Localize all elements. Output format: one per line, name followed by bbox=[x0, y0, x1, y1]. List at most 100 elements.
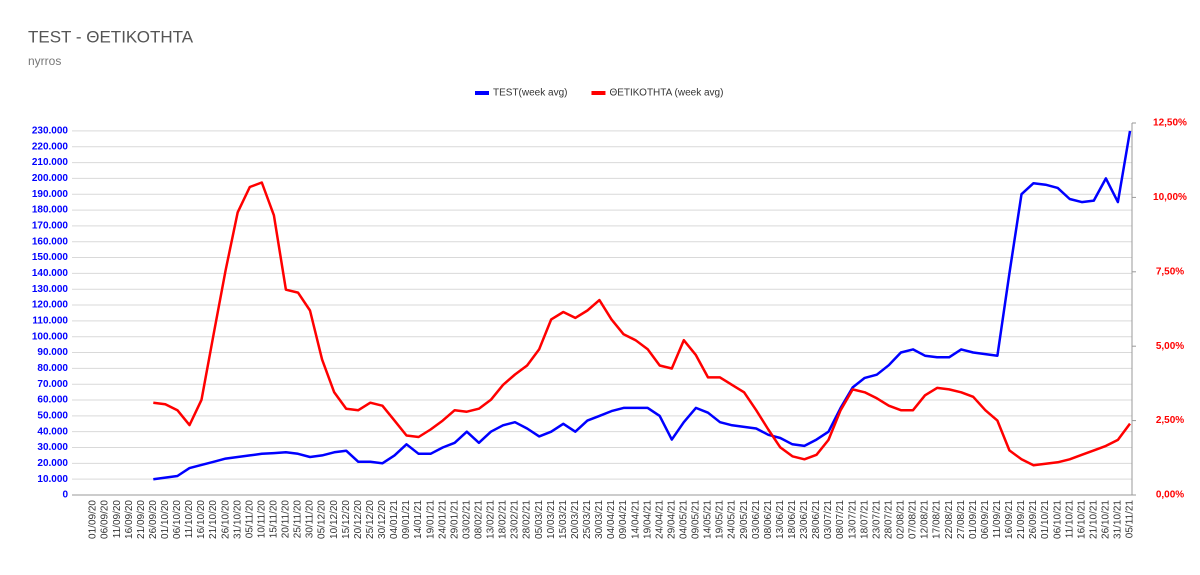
y-tick-label: 160.000 bbox=[32, 236, 69, 247]
x-tick-label: 19/01/21 bbox=[425, 500, 436, 539]
x-tick-label: 21/09/20 bbox=[136, 500, 147, 539]
y-tick-label: 180.000 bbox=[32, 205, 69, 216]
x-tick-label: 31/10/20 bbox=[232, 500, 243, 539]
y2-tick-label: 0,00% bbox=[1156, 490, 1184, 501]
x-tick-label: 28/02/21 bbox=[522, 500, 533, 539]
y2-tick-label: 5,00% bbox=[1156, 341, 1184, 352]
x-tick-label: 14/04/21 bbox=[630, 500, 641, 539]
x-tick-label: 26/09/21 bbox=[1028, 500, 1039, 539]
x-tick-label: 05/03/21 bbox=[534, 500, 545, 539]
y-tick-label: 110.000 bbox=[32, 316, 68, 327]
x-tick-label: 03/07/21 bbox=[823, 500, 834, 539]
x-tick-label: 07/08/21 bbox=[908, 500, 919, 539]
y-tick-label: 200.000 bbox=[32, 173, 69, 184]
y-tick-label: 20.000 bbox=[37, 458, 68, 469]
x-tick-label: 03/02/21 bbox=[461, 500, 472, 539]
x-tick-label: 01/09/20 bbox=[88, 500, 99, 539]
y-tick-label: 80.000 bbox=[37, 363, 68, 374]
x-tick-label: 16/10/21 bbox=[1076, 500, 1087, 539]
y-tick-label: 50.000 bbox=[37, 410, 68, 421]
x-tick-label: 08/06/21 bbox=[763, 500, 774, 539]
x-tick-label: 19/05/21 bbox=[715, 500, 726, 539]
series-line bbox=[153, 130, 1132, 481]
x-tick-label: 30/11/20 bbox=[305, 500, 316, 539]
x-tick-label: 02/08/21 bbox=[896, 500, 907, 539]
x-tick-label: 29/04/21 bbox=[666, 500, 677, 539]
y-tick-label: 70.000 bbox=[37, 379, 68, 390]
x-tick-label: 30/12/20 bbox=[377, 500, 388, 539]
chart-title: TEST - ΘΕΤΙΚΟΤΗΤΑ bbox=[28, 27, 194, 46]
x-tick-label: 10/03/21 bbox=[546, 500, 557, 539]
x-tick-label: 13/06/21 bbox=[775, 500, 786, 539]
y-tick-label: 10.000 bbox=[37, 474, 68, 485]
x-tick-label: 25/03/21 bbox=[582, 500, 593, 539]
x-tick-label: 01/10/20 bbox=[160, 500, 171, 539]
x-tick-label: 23/02/21 bbox=[510, 500, 521, 539]
x-tick-label: 26/09/20 bbox=[148, 500, 159, 539]
x-tick-label: 23/07/21 bbox=[871, 500, 882, 539]
x-tick-label: 11/09/20 bbox=[112, 500, 123, 539]
y-tick-label: 220.000 bbox=[32, 141, 69, 152]
x-tick-label: 25/11/20 bbox=[293, 500, 304, 539]
x-tick-label: 11/10/21 bbox=[1064, 500, 1075, 539]
y-tick-label: 40.000 bbox=[37, 426, 68, 437]
x-tick-label: 05/11/21 bbox=[1125, 500, 1136, 539]
x-tick-label: 16/10/20 bbox=[196, 500, 207, 539]
x-tick-label: 15/03/21 bbox=[558, 500, 569, 539]
series-line bbox=[153, 181, 1132, 467]
legend-label: ΘΕΤΙΚΟΤΗΤΑ (week avg) bbox=[609, 88, 723, 99]
x-tick-label: 18/02/21 bbox=[498, 500, 509, 539]
x-tick-label: 01/10/21 bbox=[1040, 500, 1051, 539]
x-tick-label: 05/11/20 bbox=[244, 500, 255, 539]
y-tick-label: 0 bbox=[62, 490, 68, 501]
x-tick-label: 04/01/21 bbox=[389, 500, 400, 539]
y-tick-label: 120.000 bbox=[32, 300, 69, 311]
x-tick-label: 04/04/21 bbox=[606, 500, 617, 539]
x-tick-label: 09/04/21 bbox=[618, 500, 629, 539]
y-tick-label: 130.000 bbox=[32, 284, 69, 295]
y2-tick-label: 12,50% bbox=[1153, 118, 1187, 129]
x-tick-label: 06/09/21 bbox=[980, 500, 991, 539]
x-tick-label: 13/07/21 bbox=[847, 500, 858, 539]
y2-tick-label: 7,50% bbox=[1156, 266, 1184, 277]
x-tick-label: 14/05/21 bbox=[703, 500, 714, 539]
x-tick-label: 03/06/21 bbox=[751, 500, 762, 539]
x-tick-label: 13/02/21 bbox=[486, 500, 497, 539]
x-tick-label: 24/01/21 bbox=[437, 500, 448, 539]
x-tick-label: 30/03/21 bbox=[594, 500, 605, 539]
y-tick-label: 210.000 bbox=[32, 157, 69, 168]
x-tick-label: 12/08/21 bbox=[920, 500, 931, 539]
y-tick-label: 60.000 bbox=[37, 395, 68, 406]
x-tick-label: 22/08/21 bbox=[944, 500, 955, 539]
x-tick-label: 18/07/21 bbox=[859, 500, 870, 539]
y-tick-label: 150.000 bbox=[32, 252, 69, 263]
x-tick-label: 16/09/21 bbox=[1004, 500, 1015, 539]
x-tick-label: 11/09/21 bbox=[992, 500, 1003, 539]
x-tick-label: 20/03/21 bbox=[570, 500, 581, 539]
x-tick-label: 21/10/20 bbox=[208, 500, 219, 539]
y-tick-label: 90.000 bbox=[37, 347, 68, 358]
x-tick-label: 17/08/21 bbox=[932, 500, 943, 539]
x-tick-label: 14/01/21 bbox=[413, 500, 424, 539]
y2-tick-label: 2,50% bbox=[1156, 415, 1184, 426]
x-tick-label: 06/10/21 bbox=[1052, 500, 1063, 539]
x-tick-label: 29/05/21 bbox=[739, 500, 750, 539]
x-tick-label: 10/12/20 bbox=[329, 500, 340, 539]
x-tick-label: 10/11/20 bbox=[256, 500, 267, 539]
legend-swatch bbox=[591, 91, 606, 95]
x-tick-label: 01/09/21 bbox=[968, 500, 979, 539]
y-tick-label: 140.000 bbox=[32, 268, 69, 279]
x-tick-label: 26/10/21 bbox=[1101, 500, 1112, 539]
x-tick-label: 08/02/21 bbox=[474, 500, 485, 539]
x-tick-label: 20/11/20 bbox=[281, 500, 292, 539]
x-tick-label: 21/10/21 bbox=[1088, 500, 1099, 539]
x-tick-label: 09/05/21 bbox=[691, 500, 702, 539]
x-tick-label: 04/05/21 bbox=[678, 500, 689, 539]
x-tick-label: 25/12/20 bbox=[365, 500, 376, 539]
x-tick-label: 08/07/21 bbox=[835, 500, 846, 539]
y-tick-label: 30.000 bbox=[37, 442, 68, 453]
x-tick-label: 29/01/21 bbox=[449, 500, 460, 539]
x-tick-label: 24/05/21 bbox=[727, 500, 738, 539]
x-tick-label: 26/10/20 bbox=[220, 500, 231, 539]
